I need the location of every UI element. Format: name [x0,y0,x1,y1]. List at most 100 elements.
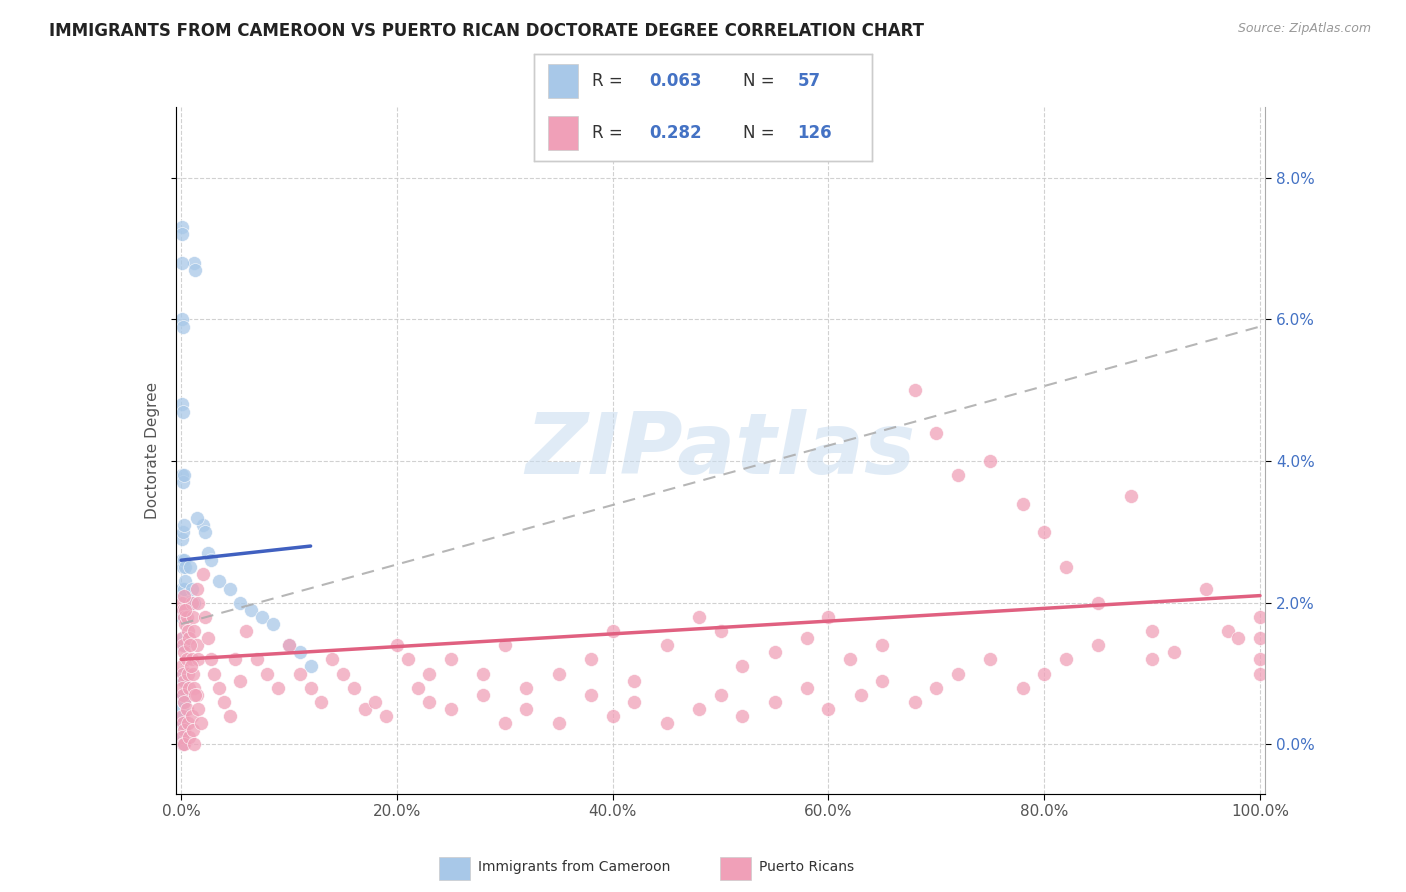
Point [904,384,927,398]
Point [172,709,194,723]
Point [979,454,1001,468]
Point [849,688,872,702]
Point [173,610,195,624]
Point [623,673,645,688]
Point [1140,652,1163,666]
Text: N =: N = [744,124,780,142]
Point [1087,596,1109,610]
Point [688,702,710,716]
Point [494,716,516,731]
Point [172,716,194,731]
Bar [720,857,751,880]
Point [173,723,195,738]
Point [218,709,240,723]
Point [176,666,198,681]
Point [180,659,202,673]
Point [172,256,194,270]
Y-axis label: Doctorate Degree: Doctorate Degree [145,382,160,519]
Point [176,716,198,731]
Point [208,681,231,695]
Point [173,610,195,624]
Point [763,695,786,709]
Point [173,645,195,659]
Point [177,681,200,695]
Point [218,582,240,596]
Point [173,638,195,652]
Point [173,737,195,751]
Point [321,652,343,666]
Point [186,582,208,596]
Point [262,616,284,631]
Point [547,666,569,681]
Point [177,631,200,645]
Point [176,624,198,638]
Point [173,468,195,483]
Point [688,610,710,624]
Point [184,263,207,277]
Point [172,560,194,574]
Point [172,603,194,617]
Point [655,716,678,731]
Point [278,638,301,652]
Point [183,596,205,610]
Point [172,475,194,490]
Point [197,631,219,645]
Point [1054,652,1077,666]
Point [181,723,204,738]
Point [181,582,204,596]
Point [176,610,198,624]
Point [187,596,209,610]
Point [172,638,194,652]
Point [278,638,301,652]
Point [946,468,969,483]
Point [817,702,839,716]
Point [710,688,733,702]
Point [200,652,222,666]
Point [229,673,252,688]
Text: R =: R = [592,72,627,90]
Point [172,596,194,610]
Point [872,673,894,688]
Point [385,638,408,652]
Point [172,582,194,596]
Point [172,468,194,483]
Point [172,659,194,673]
Point [173,517,195,532]
Point [1249,652,1271,666]
Point [172,220,194,235]
Point [1033,524,1056,539]
Point [579,652,602,666]
Text: 57: 57 [797,72,821,90]
Point [172,532,194,546]
Point [179,560,201,574]
Point [183,737,205,751]
Point [172,312,194,326]
Point [172,730,194,744]
Point [176,652,198,666]
Point [179,638,201,652]
Point [186,638,208,652]
Point [1249,666,1271,681]
Text: Puerto Ricans: Puerto Ricans [759,861,855,874]
Point [710,624,733,638]
Point [172,553,194,567]
Point [1033,666,1056,681]
Point [172,673,194,688]
Point [1249,631,1271,645]
Point [172,524,194,539]
Point [172,638,194,652]
Point [1249,610,1271,624]
Point [375,709,398,723]
Point [172,702,194,716]
Text: ZIPatlas: ZIPatlas [526,409,915,492]
Bar [548,116,578,150]
Text: 0.063: 0.063 [650,72,702,90]
Point [311,695,333,709]
Point [364,695,387,709]
Point [1011,681,1033,695]
Point [796,681,818,695]
Point [602,624,624,638]
Point [1011,497,1033,511]
Point [172,319,194,334]
Point [602,709,624,723]
